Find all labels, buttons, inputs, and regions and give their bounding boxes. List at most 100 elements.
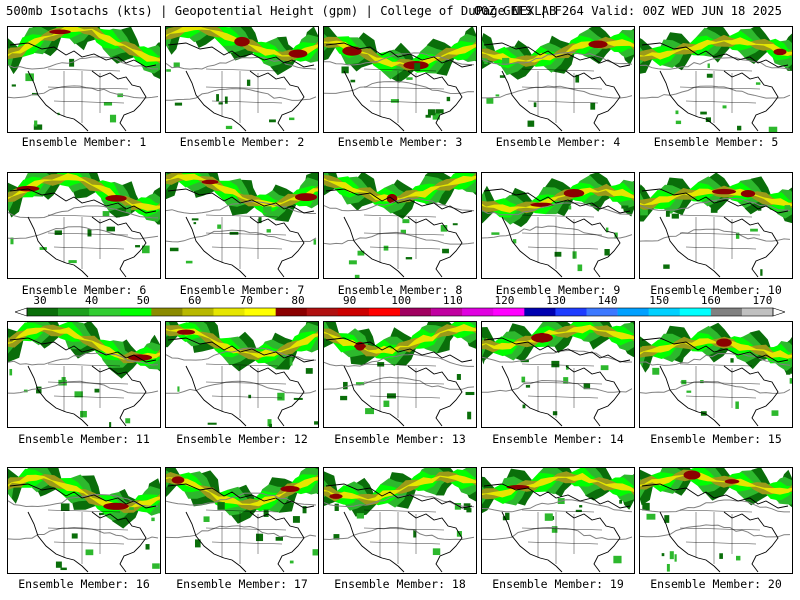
isotach-speckle: [129, 507, 134, 510]
ensemble-member-1-map: [7, 26, 161, 133]
isotach-speckle: [193, 222, 197, 225]
state-borders: [363, 214, 445, 269]
isotach-speckle: [454, 502, 462, 510]
state-borders: [205, 68, 287, 123]
isotach-speckle: [533, 102, 537, 108]
isotach-band: [640, 27, 792, 69]
isotach-speckle: [432, 548, 441, 556]
ensemble-member-label: Ensemble Member: 7: [179, 283, 305, 297]
colorbar-swatch: [58, 308, 90, 316]
isotach-speckle: [356, 513, 364, 519]
isotach-speckle: [218, 102, 223, 105]
isotach-speckle: [432, 112, 440, 120]
isotach-speckle: [435, 109, 444, 114]
isotach-speckle: [613, 555, 622, 564]
isotach-speckle: [605, 227, 609, 233]
isotach-speckle: [413, 529, 417, 538]
isotach-speckle: [263, 206, 272, 214]
isotach-speckle: [505, 512, 510, 521]
isotach-map-svg: [324, 322, 476, 427]
state-borders: [47, 214, 129, 269]
coastline: [641, 337, 789, 427]
colorbar-outline: [26, 307, 774, 317]
state-borders: [363, 363, 445, 418]
isotach-speckle: [174, 102, 183, 106]
coastline: [167, 337, 315, 427]
isotach-speckle: [39, 247, 47, 250]
coastline: [9, 188, 157, 278]
isotach-speckle: [440, 225, 448, 232]
isotach-speckle: [386, 393, 396, 399]
coastline: [325, 42, 473, 132]
isotach-speckle: [730, 358, 734, 363]
isotach-speckle: [760, 269, 763, 276]
isotach-speckle: [722, 105, 727, 109]
isotach-speckle: [302, 506, 307, 514]
ensemble-member-label: Ensemble Member: 2: [179, 135, 305, 149]
isotach-speckle: [784, 205, 791, 213]
isotach-speckle: [486, 97, 494, 104]
colorbar-tick-label: 60: [188, 294, 202, 307]
isotach-speckle: [665, 210, 670, 217]
height-contour: [8, 205, 159, 219]
isotach-band: [166, 173, 318, 208]
jet-max-core: [329, 493, 343, 499]
ensemble-member-10-map: [639, 172, 793, 279]
isotach-speckle: [583, 383, 591, 390]
isotach-speckle: [109, 422, 112, 427]
state-borders: [47, 509, 129, 564]
isotach-map-svg: [324, 468, 476, 573]
ensemble-member-2-map: [165, 26, 319, 133]
ensemble-member-label: Ensemble Member: 17: [176, 577, 308, 591]
isotach-speckle: [350, 79, 356, 83]
isotach-speckle: [177, 386, 180, 392]
isotach-map-svg: [166, 322, 318, 427]
height-contour: [8, 226, 159, 240]
height-contour: [166, 229, 317, 243]
isotach-speckle: [11, 84, 16, 87]
isotach-band: [324, 474, 476, 501]
ensemble-member-4-map: [481, 26, 635, 133]
height-contour: [482, 202, 633, 216]
coastline: [167, 188, 315, 278]
colorbar-swatch: [431, 308, 463, 316]
isotach-speckle: [207, 422, 217, 425]
height-contour: [482, 499, 633, 513]
colorbar-tick-label: 50: [136, 294, 150, 307]
isotach-speckle: [248, 394, 252, 399]
height-contour: [482, 526, 633, 541]
isotach-speckle: [61, 377, 66, 383]
colorbar-swatch: [306, 308, 339, 316]
coastline: [9, 42, 157, 132]
isotach-speckle: [60, 503, 70, 511]
isotach-speckle: [103, 102, 113, 106]
height-contour: [8, 526, 159, 540]
isotach-speckle: [652, 367, 660, 375]
isotach-speckle: [707, 63, 710, 68]
isotach-speckle: [341, 66, 349, 74]
isotach-speckle: [269, 119, 276, 123]
isotach-map-svg: [482, 27, 634, 132]
state-borders: [205, 363, 287, 418]
isotach-speckle: [224, 96, 228, 104]
isotach-speckle: [619, 499, 623, 504]
height-contour: [8, 352, 159, 366]
isotach-speckle: [277, 392, 285, 401]
colorbar-swatch: [400, 308, 432, 316]
ensemble-member-label: Ensemble Member: 16: [18, 577, 150, 591]
colorbar-swatch: [27, 308, 59, 316]
isotach-map-svg: [482, 468, 634, 573]
height-contour: [166, 347, 317, 361]
coastline: [167, 42, 315, 132]
height-contour: [166, 88, 317, 101]
state-borders: [679, 363, 761, 418]
isotach-speckle: [390, 99, 399, 103]
ensemble-member-label: Ensemble Member: 9: [495, 283, 621, 297]
map-title-right: 00Z GEFS | F264 Valid: 00Z WED JUN 18 20…: [473, 4, 782, 18]
isotach-speckle: [525, 385, 531, 388]
isotach-speckle: [400, 229, 406, 234]
isotach-speckle: [34, 120, 38, 127]
ensemble-member-label: Ensemble Member: 18: [334, 577, 466, 591]
isotach-speckle: [577, 264, 583, 272]
colorbar-swatch: [120, 308, 152, 316]
